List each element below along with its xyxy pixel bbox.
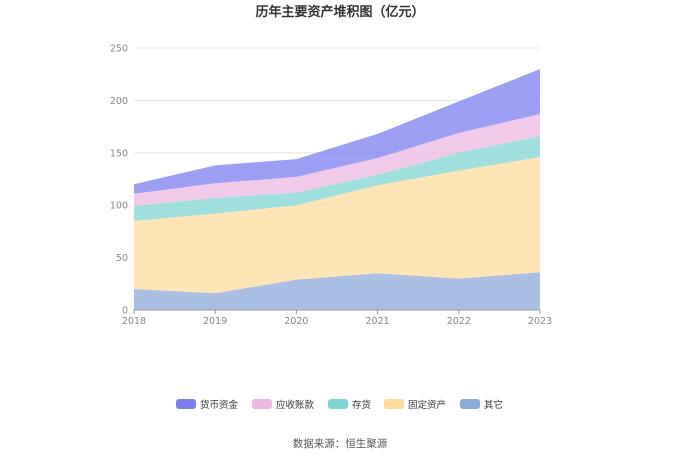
area-应收账款 (134, 114, 540, 207)
legend-item-其它: 其它 (460, 399, 503, 411)
x-tick-label: 2018 (122, 316, 146, 327)
y-tick-label: 50 (116, 253, 128, 264)
data-source: 数据来源：恒生聚源 (293, 437, 388, 450)
chart-title: 历年主要资产堆积图（亿元） (255, 4, 424, 20)
y-tick-label: 250 (110, 44, 128, 55)
area-货币资金 (134, 69, 540, 194)
legend-swatch (252, 399, 272, 409)
x-tick-label: 2023 (528, 316, 552, 327)
x-tick-label: 2021 (366, 316, 390, 327)
legend-swatch (384, 399, 404, 409)
y-axis-ticks: 0 50 100 150 200 250 (110, 44, 128, 317)
legend-swatch (460, 399, 480, 409)
area-固定资产 (134, 157, 540, 294)
legend-label: 货币资金 (200, 399, 239, 411)
x-tick-label: 2020 (284, 316, 308, 327)
legend-item-货币资金: 货币资金 (176, 399, 239, 411)
legend-item-固定资产: 固定资产 (384, 399, 446, 411)
legend-swatch (176, 399, 196, 409)
x-axis: 2018 2019 2020 2021 2022 2023 (122, 309, 552, 327)
area-其它 (134, 272, 540, 310)
legend: 货币资金 应收账款 存货 固定资产 其它 (176, 399, 503, 411)
y-tick-label: 150 (110, 148, 128, 159)
legend-swatch (328, 399, 348, 409)
legend-label: 存货 (352, 399, 371, 411)
y-tick-label: 0 (122, 306, 128, 317)
y-tick-label: 200 (110, 96, 128, 107)
legend-item-应收账款: 应收账款 (252, 399, 315, 411)
legend-label: 其它 (484, 399, 503, 411)
area-存货 (134, 136, 540, 221)
legend-label: 应收账款 (276, 399, 315, 411)
area-series (134, 69, 540, 310)
x-tick-label: 2022 (447, 316, 471, 327)
x-tick-label: 2019 (203, 316, 227, 327)
legend-item-存货: 存货 (328, 399, 371, 411)
y-tick-label: 100 (110, 201, 128, 212)
legend-label: 固定资产 (408, 399, 446, 411)
